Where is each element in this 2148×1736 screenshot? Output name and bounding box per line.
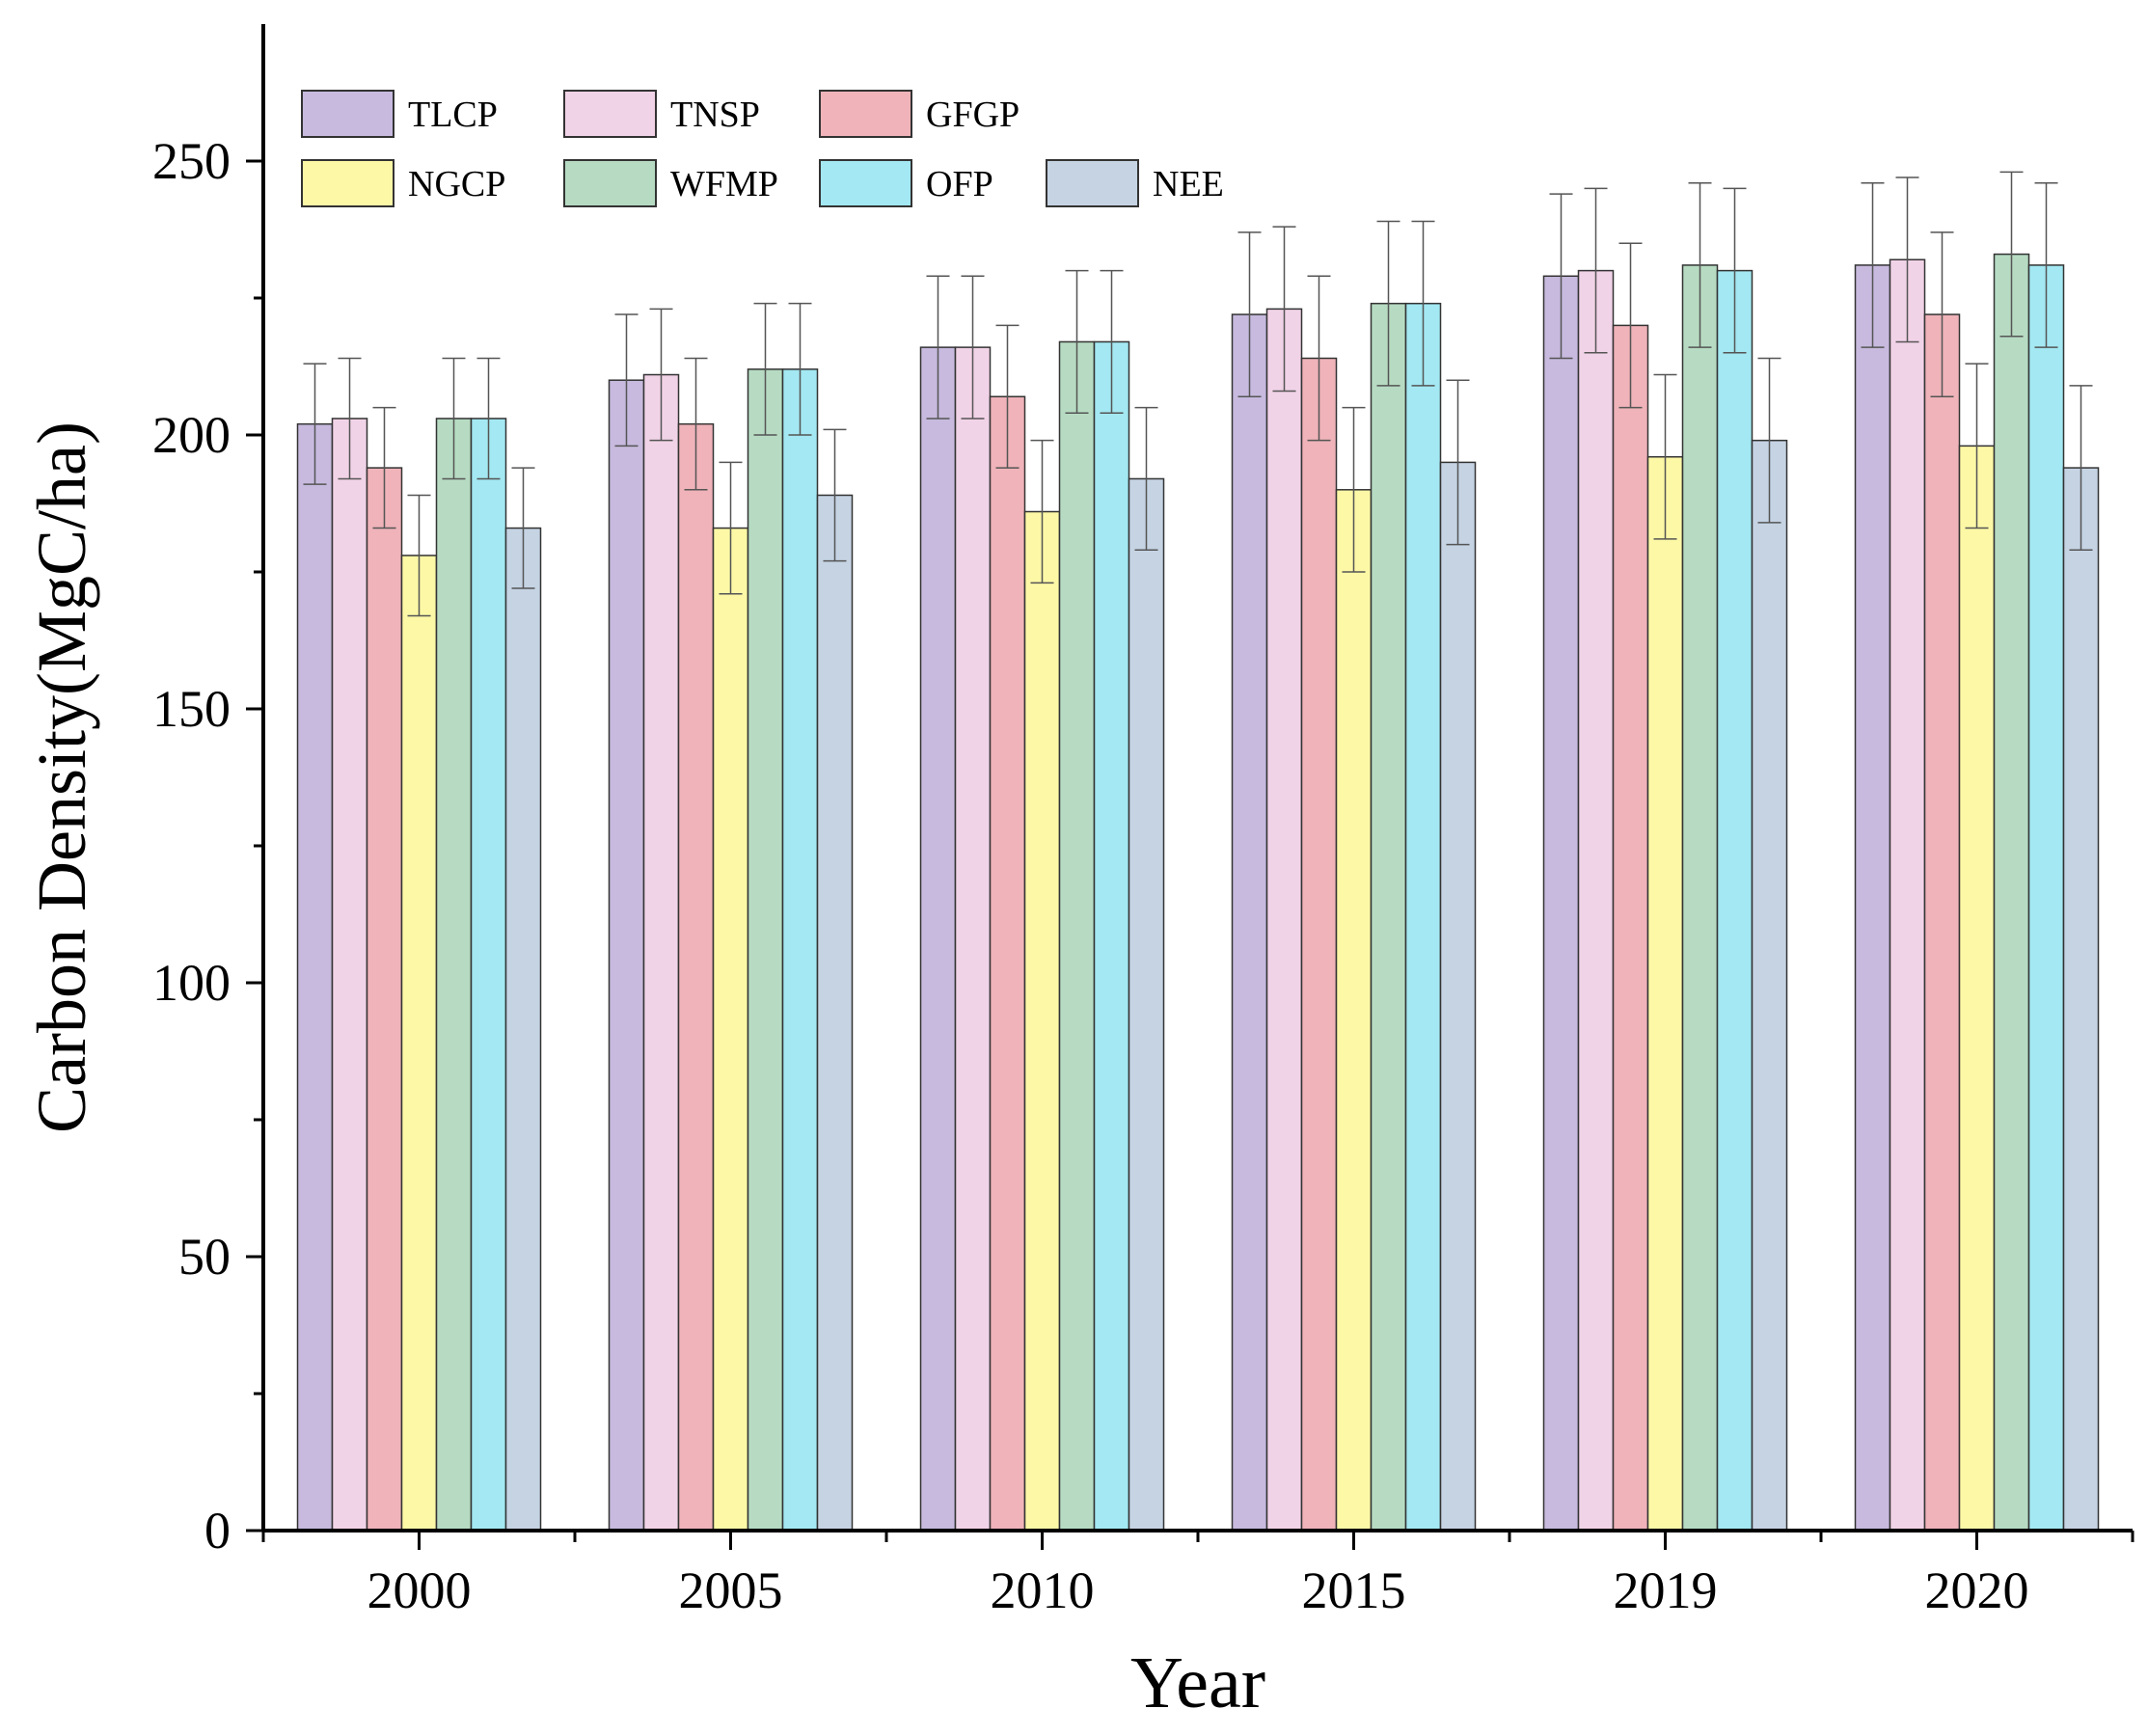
bar-tlcp-2015 xyxy=(1231,313,1268,1532)
bar-wfmp-2015 xyxy=(1370,302,1407,1532)
bar-gfgp-2015 xyxy=(1300,357,1338,1532)
legend-swatch-ofp xyxy=(819,159,912,207)
error-bars-layer xyxy=(303,171,2093,617)
x-tick-label: 2005 xyxy=(679,1561,783,1619)
legend-label-nee: NEE xyxy=(1153,164,1224,204)
bar-tnsp-2020 xyxy=(1889,258,1926,1532)
legend: TLCP TNSP GFGP NGCP WFMP OFP NEE xyxy=(301,90,1224,207)
bar-gfgp-2005 xyxy=(677,422,715,1532)
x-axis-title: Year xyxy=(1130,1642,1265,1723)
legend-label-ofp: OFP xyxy=(926,164,993,204)
bar-gfgp-2020 xyxy=(1923,313,1961,1532)
bar-nee-2000 xyxy=(504,527,542,1532)
legend-swatch-tnsp xyxy=(563,90,657,138)
bar-gfgp-2000 xyxy=(366,467,403,1532)
y-tick-label: 0 xyxy=(204,1502,231,1560)
bar-ofp-2020 xyxy=(2027,264,2065,1532)
y-tick-label: 100 xyxy=(152,954,231,1012)
bar-tnsp-2010 xyxy=(954,346,992,1532)
bar-ngcp-2019 xyxy=(1646,455,1684,1532)
legend-swatch-wfmp xyxy=(563,159,657,207)
bar-tnsp-2015 xyxy=(1265,308,1303,1532)
y-ticks: 0 50 100 150 200 250 xyxy=(152,132,263,1560)
bar-tnsp-2019 xyxy=(1577,269,1615,1532)
bar-nee-2015 xyxy=(1439,461,1477,1532)
bar-wfmp-2010 xyxy=(1058,340,1096,1532)
x-tick-label: 2020 xyxy=(1925,1561,2029,1619)
x-ticks: 2000 2005 2010 2015 2019 2020 xyxy=(261,1531,2134,1619)
y-tick-label: 200 xyxy=(152,406,231,464)
bar-nee-2020 xyxy=(2062,467,2100,1532)
legend-swatch-tlcp xyxy=(301,90,394,138)
bar-wfmp-2005 xyxy=(747,368,784,1532)
bar-nee-2010 xyxy=(1128,477,1165,1532)
bar-nee-2019 xyxy=(1751,439,1788,1532)
bar-wfmp-2019 xyxy=(1681,264,1719,1532)
legend-label-tlcp: TLCP xyxy=(408,95,498,135)
bar-ngcp-2020 xyxy=(1958,445,1996,1532)
bar-ngcp-2005 xyxy=(712,527,749,1532)
bars-layer xyxy=(296,253,2100,1532)
legend-swatch-gfgp xyxy=(819,90,912,138)
legend-swatch-ngcp xyxy=(301,159,394,207)
bar-ofp-2000 xyxy=(470,418,507,1532)
bar-gfgp-2010 xyxy=(989,395,1026,1532)
y-tick-label: 50 xyxy=(178,1228,231,1286)
bar-ofp-2015 xyxy=(1404,302,1442,1532)
bar-nee-2005 xyxy=(816,494,854,1532)
bar-tlcp-2019 xyxy=(1542,275,1580,1532)
bar-ngcp-2015 xyxy=(1335,489,1373,1532)
axes xyxy=(261,24,2133,1533)
legend-label-gfgp: GFGP xyxy=(926,95,1020,135)
bar-wfmp-2000 xyxy=(435,418,473,1532)
legend-label-ngcp: NGCP xyxy=(408,164,505,204)
bar-tlcp-2000 xyxy=(296,422,334,1532)
legend-label-wfmp: WFMP xyxy=(670,164,778,204)
bar-tlcp-2010 xyxy=(919,346,957,1532)
legend-swatch-nee xyxy=(1046,159,1139,207)
y-tick-label: 150 xyxy=(152,680,231,738)
bar-gfgp-2019 xyxy=(1612,324,1649,1532)
bar-tnsp-2005 xyxy=(642,373,680,1532)
bar-ofp-2005 xyxy=(781,368,819,1532)
x-tick-label: 2019 xyxy=(1614,1561,1718,1619)
bar-tlcp-2020 xyxy=(1854,264,1891,1532)
bar-tlcp-2005 xyxy=(608,379,645,1532)
bar-ofp-2010 xyxy=(1093,340,1130,1532)
y-tick-label: 250 xyxy=(152,132,231,190)
bar-ofp-2019 xyxy=(1716,269,1754,1532)
bar-ngcp-2000 xyxy=(400,555,438,1532)
bar-ngcp-2010 xyxy=(1023,510,1061,1532)
bar-wfmp-2020 xyxy=(1993,253,2030,1532)
x-tick-label: 2010 xyxy=(991,1561,1095,1619)
x-tick-label: 2015 xyxy=(1302,1561,1406,1619)
y-axis-title: Carbon Density(MgC/ha) xyxy=(23,421,100,1133)
legend-label-tnsp: TNSP xyxy=(670,95,760,135)
bar-tnsp-2000 xyxy=(331,418,368,1532)
x-tick-label: 2000 xyxy=(367,1561,472,1619)
